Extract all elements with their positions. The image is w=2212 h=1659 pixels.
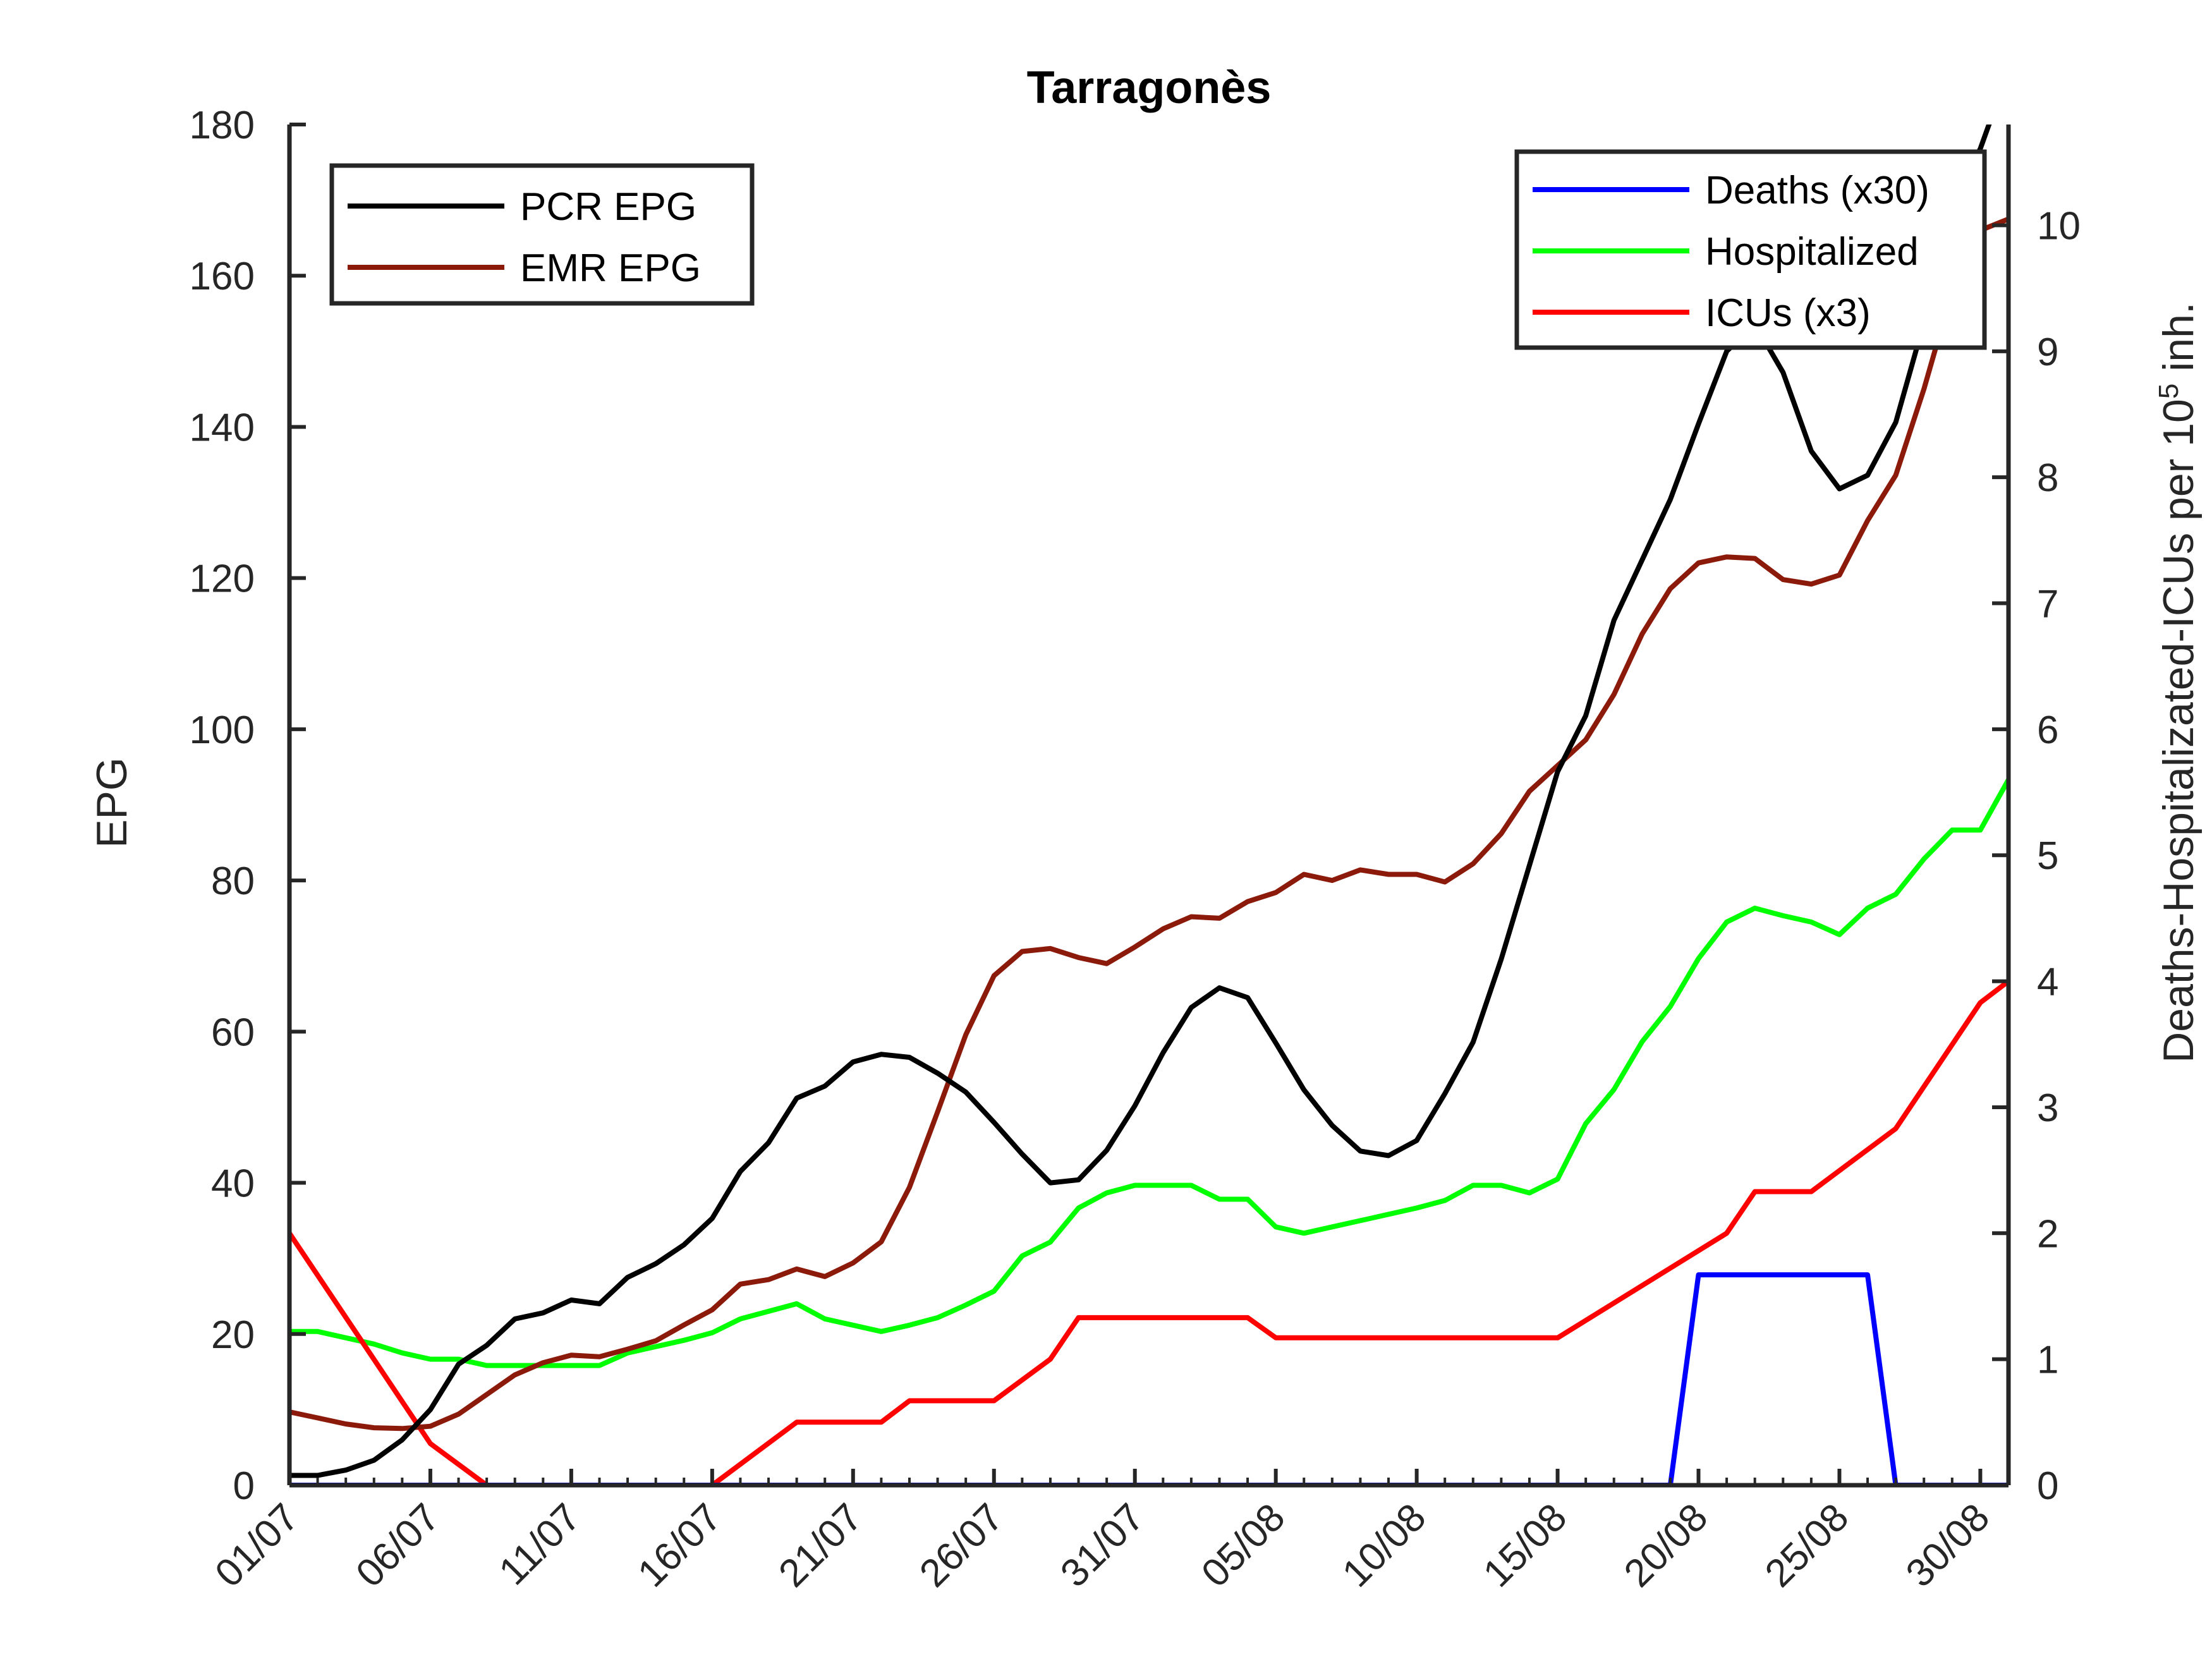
series-line-emr-epg <box>289 216 2008 1431</box>
left-y-tick-label: 40 <box>211 1162 255 1206</box>
left-y-tick-label: 20 <box>211 1313 255 1357</box>
left-y-ticks: 0 20 40 60 80 100 120 140 160 180 <box>190 104 306 1508</box>
legend-label-icus-x3: ICUs (x3) <box>1705 291 1871 335</box>
right-y-tick-label: 9 <box>2037 331 2058 374</box>
x-tick-label: 11/07 <box>491 1495 589 1593</box>
x-tick-label: 25/08 <box>1757 1495 1857 1596</box>
right-y-axis-label-tail: inh. <box>2154 302 2203 384</box>
legend-label-deaths-x30: Deaths (x30) <box>1705 169 1929 212</box>
right-y-tick-label: 5 <box>2037 834 2058 878</box>
chart-title: Tarragonès <box>1027 63 1272 113</box>
right-y-tick-label: 1 <box>2037 1339 2058 1382</box>
x-tick-label: 05/08 <box>1193 1495 1294 1596</box>
left-y-axis-label: EPG <box>88 757 136 848</box>
x-tick-label: 06/07 <box>348 1495 448 1596</box>
left-y-tick-label: 120 <box>190 557 255 601</box>
legend-label-emr-epg: EMR EPG <box>520 246 701 290</box>
series-layer <box>289 125 2008 1485</box>
right-y-tick-label: 0 <box>2037 1464 2058 1508</box>
left-y-tick-label: 60 <box>211 1011 255 1054</box>
series-line-deaths-x30 <box>289 1272 2008 1485</box>
right-y-axis-label-main: Deaths-Hospitalizated-ICUs per 10 <box>2154 399 2203 1063</box>
series-line-hospitalized <box>289 778 2008 1368</box>
series-line-pcr-epg <box>289 125 1992 1478</box>
right-y-tick-label: 4 <box>2037 961 2058 1004</box>
right-y-tick-label: 8 <box>2037 456 2058 500</box>
x-tick-label: 31/07 <box>1052 1495 1153 1596</box>
right-y-axis-label-sup: 5 <box>2153 384 2184 399</box>
right-y-tick-label: 6 <box>2037 708 2058 752</box>
right-y-tick-label: 7 <box>2037 583 2058 626</box>
left-y-tick-label: 100 <box>190 708 255 752</box>
x-tick-label: 16/07 <box>629 1495 730 1596</box>
left-y-tick-label: 180 <box>190 104 255 147</box>
legend-label-pcr-epg: PCR EPG <box>520 185 696 229</box>
x-tick-label: 10/08 <box>1334 1495 1435 1596</box>
left-y-tick-label: 140 <box>190 406 255 449</box>
x-tick-label: 26/07 <box>911 1495 1012 1596</box>
right-y-tick-label: 2 <box>2037 1212 2058 1256</box>
legend-right: Deaths (x30) Hospitalized ICUs (x3) <box>1514 149 1987 350</box>
x-tick-label: 01/07 <box>207 1495 307 1596</box>
left-y-tick-label: 80 <box>211 860 255 903</box>
right-y-tick-label: 3 <box>2037 1086 2058 1130</box>
x-ticks: 01/07 06/07 11/07 16/07 21/07 26/07 31/07 05/08… <box>207 1469 2010 1596</box>
right-y-ticks: 0 1 2 3 4 5 6 7 8 9 10 <box>1992 204 2081 1508</box>
right-y-tick-label: 10 <box>2037 204 2081 248</box>
x-tick-label: 15/08 <box>1475 1495 1576 1596</box>
x-tick-label: 30/08 <box>1898 1495 1998 1596</box>
right-y-axis-label: Deaths-Hospitalizated-ICUs per 105 inh. <box>2153 302 2203 1063</box>
x-tick-label: 20/08 <box>1616 1495 1717 1596</box>
legend-left: PCR EPG EMR EPG <box>329 163 755 306</box>
x-tick-label: 21/07 <box>770 1495 871 1596</box>
legend-left-box <box>329 163 755 306</box>
left-y-tick-label: 0 <box>233 1464 255 1508</box>
series-line-icus-x3 <box>289 979 2008 1485</box>
left-y-tick-label: 160 <box>190 255 255 298</box>
legend-label-hospitalized: Hospitalized <box>1705 230 1919 274</box>
